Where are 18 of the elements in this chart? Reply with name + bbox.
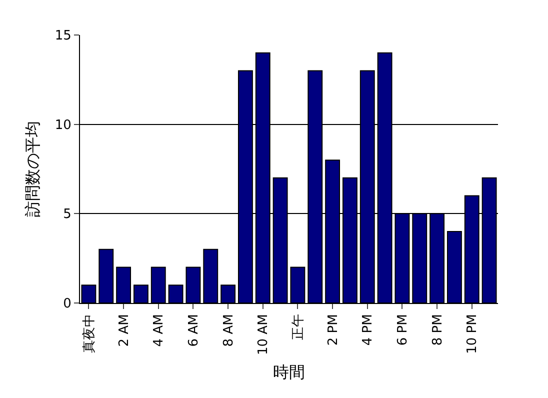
x-axis-title: 時間 (273, 362, 305, 382)
x-tick-label: 真夜中 (80, 314, 97, 354)
x-tick-label: 8 PM (430, 314, 446, 346)
y-tick-label: 10 (54, 118, 72, 133)
y-tick-label: 5 (63, 207, 72, 222)
x-tick-label: 10 PM (465, 314, 480, 354)
x-tick-label: 正午 (290, 314, 306, 340)
x-tick-label: 6 PM (395, 314, 410, 346)
y-axis-title: 訪問数の平均 (23, 121, 42, 217)
x-tick-label: 4 AM (152, 314, 167, 347)
x-tick-label: 4 PM (360, 314, 376, 346)
x-tick-label: 2 AM (116, 314, 132, 347)
x-tick-label: 2 PM (326, 314, 341, 346)
y-tick-label: 15 (54, 28, 72, 44)
y-tick-label: 0 (63, 296, 72, 312)
x-tick-label: 8 AM (221, 314, 236, 347)
x-tick-label: 6 AM (186, 314, 202, 347)
x-tick-label: 10 AM (256, 314, 272, 355)
